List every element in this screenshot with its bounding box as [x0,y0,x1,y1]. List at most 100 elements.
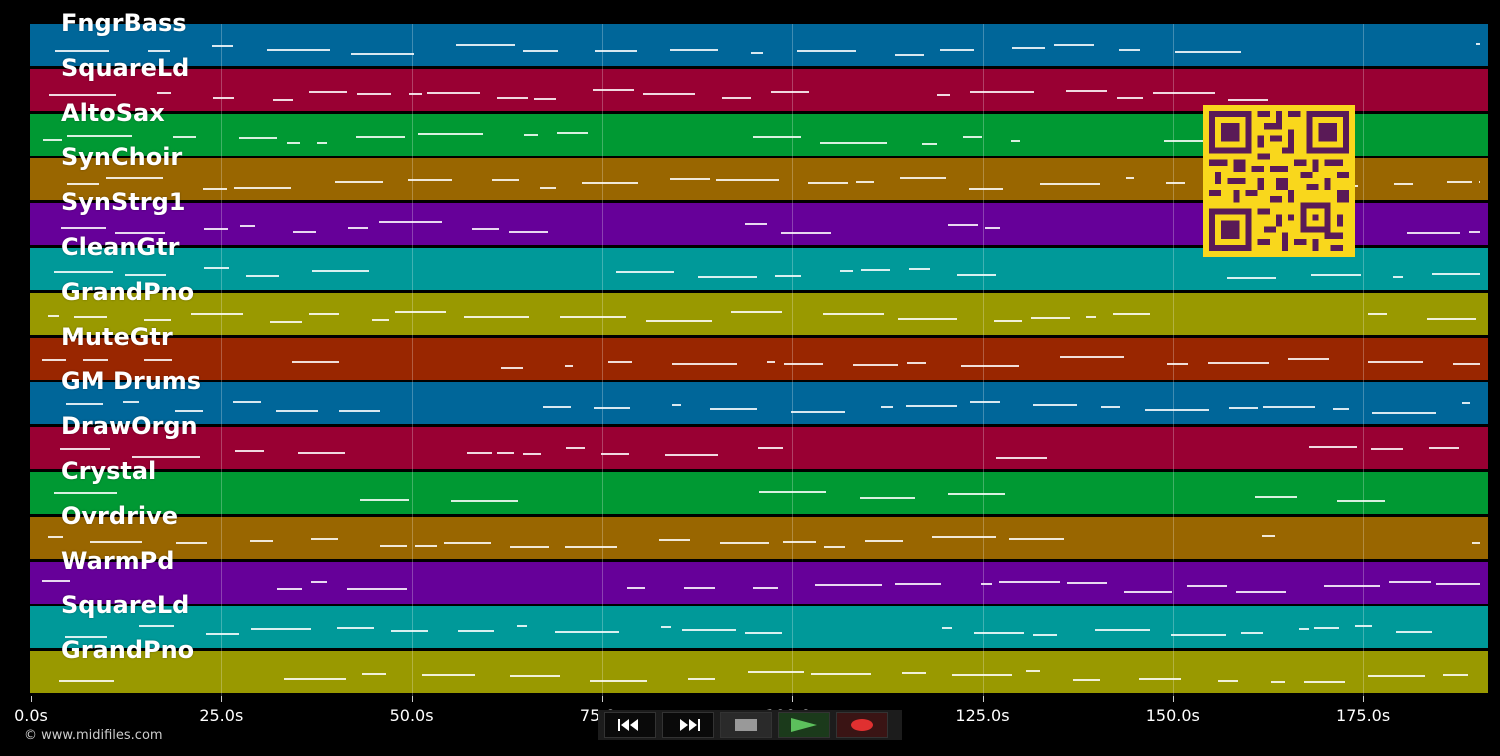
tick-label: 50.0s [389,706,434,725]
stop-icon [735,719,757,731]
note [554,631,619,634]
note [1073,678,1101,681]
note [378,221,443,224]
note [269,320,303,323]
grid-line [411,24,413,696]
note [1241,632,1263,635]
note [380,544,407,547]
track-row[interactable] [30,516,1488,560]
track-row[interactable] [30,337,1488,381]
note [1125,177,1134,180]
note [645,319,712,322]
note [1228,98,1268,101]
note [457,630,494,633]
note [59,447,110,450]
note [1446,181,1472,184]
note [284,677,346,680]
track-row[interactable] [30,24,1488,67]
note [1165,181,1186,184]
track-row[interactable] [30,472,1488,515]
play-button[interactable] [778,712,830,738]
note [371,318,390,321]
note [937,94,951,97]
note [1227,276,1277,279]
note [1323,584,1380,587]
track-row[interactable] [30,561,1488,605]
note [758,490,827,493]
track-name: MuteGtr [61,322,173,351]
grid-line [1363,24,1365,696]
note [522,50,559,53]
track-name: SquareLd [61,591,190,620]
note [1354,625,1372,628]
note [131,455,200,458]
fast-forward-button[interactable] [662,712,714,738]
record-icon [851,719,873,731]
note [1367,313,1388,316]
track-row[interactable] [30,427,1488,471]
note [1095,629,1150,632]
note [947,493,1006,496]
track-row[interactable] [30,606,1488,650]
track-row[interactable] [30,651,1488,695]
note [293,231,317,234]
stop-button[interactable] [720,712,772,738]
note [839,270,854,273]
note [1085,315,1097,318]
note [73,316,107,319]
note [669,48,719,51]
track-name: GrandPno [61,636,195,665]
note [758,446,784,449]
note [1011,140,1021,143]
note [277,588,303,591]
track-row[interactable] [30,292,1488,336]
note [608,360,632,363]
note [985,226,1000,229]
note [347,588,408,591]
grid-line [1172,24,1174,696]
note [1030,317,1070,320]
note [1039,183,1100,186]
note [824,546,846,549]
note [139,625,174,628]
note [533,97,556,100]
note [747,671,804,674]
note [250,628,311,631]
note [175,541,207,544]
note [1427,317,1476,320]
note [509,546,549,549]
record-button[interactable] [836,712,888,738]
note [1163,139,1230,142]
note [559,316,627,319]
note [961,364,1019,367]
note [1436,582,1480,585]
note [1370,447,1404,450]
note [716,178,779,181]
note [308,312,339,315]
note [418,133,484,136]
note [856,180,874,183]
track-row[interactable] [30,382,1488,426]
note [722,96,751,99]
note [1475,42,1480,45]
note [1372,411,1437,414]
note [581,182,639,185]
note [681,628,736,631]
note [48,315,60,318]
note [1123,591,1172,594]
note [897,318,957,321]
track-row[interactable] [30,68,1488,112]
qr-code-icon [1203,105,1355,257]
rewind-button[interactable] [604,712,656,738]
note [968,187,1003,190]
note [359,499,409,502]
note [684,586,715,589]
note [347,227,368,230]
note [642,92,695,95]
note [1263,406,1315,409]
note [1033,404,1078,407]
note [1479,180,1480,183]
note [292,360,340,363]
transport-controls [598,710,902,740]
note [212,44,234,47]
